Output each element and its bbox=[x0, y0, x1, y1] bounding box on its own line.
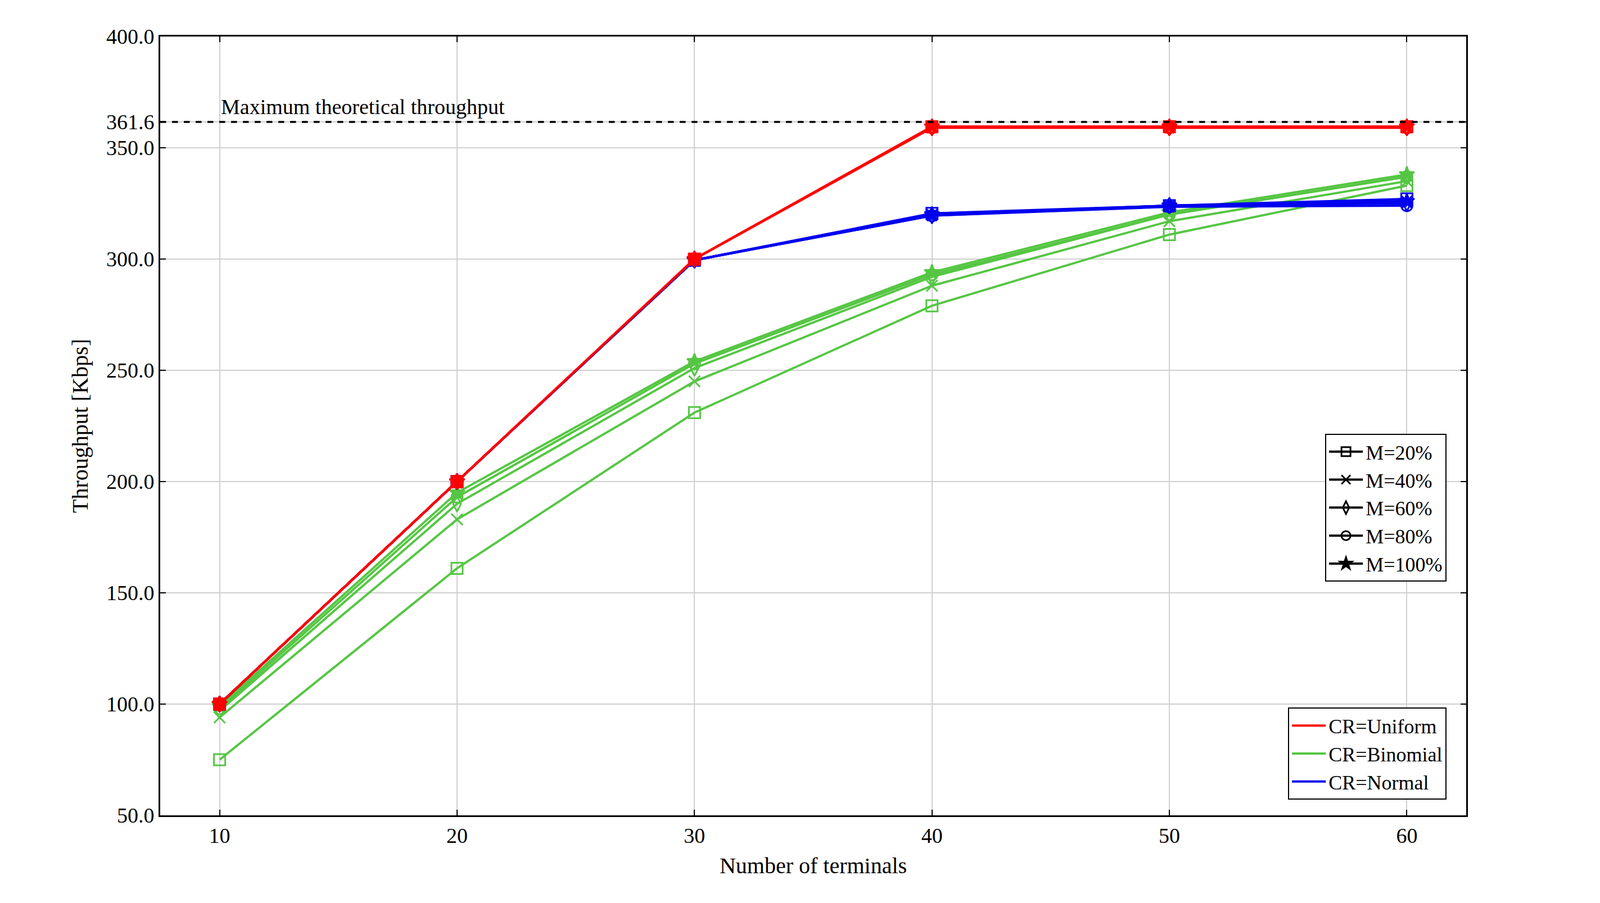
svg-text:400.0: 400.0 bbox=[106, 24, 155, 49]
svg-text:M=20%: M=20% bbox=[1365, 441, 1432, 465]
svg-text:200.0: 200.0 bbox=[106, 469, 155, 494]
svg-text:50: 50 bbox=[1158, 824, 1181, 848]
svg-text:M=100%: M=100% bbox=[1365, 553, 1443, 577]
svg-text:20: 20 bbox=[446, 824, 468, 848]
svg-text:40: 40 bbox=[921, 824, 943, 848]
svg-text:60: 60 bbox=[1395, 824, 1418, 848]
svg-text:Throughput [Kbps]: Throughput [Kbps] bbox=[67, 339, 93, 514]
svg-text:Maximum theoretical throughput: Maximum theoretical throughput bbox=[220, 95, 505, 119]
svg-text:100.0: 100.0 bbox=[106, 692, 155, 717]
svg-text:50.0: 50.0 bbox=[116, 803, 155, 828]
svg-text:250.0: 250.0 bbox=[106, 358, 155, 383]
svg-text:M=60%: M=60% bbox=[1365, 497, 1432, 521]
svg-text:M=80%: M=80% bbox=[1365, 525, 1432, 549]
svg-text:Number of terminals: Number of terminals bbox=[719, 853, 907, 879]
svg-text:10: 10 bbox=[209, 824, 231, 848]
svg-text:150.0: 150.0 bbox=[106, 581, 155, 605]
svg-text:M=40%: M=40% bbox=[1365, 469, 1432, 493]
svg-text:300.0: 300.0 bbox=[106, 247, 155, 271]
svg-text:CR=Binomial: CR=Binomial bbox=[1328, 743, 1443, 767]
svg-text:350.0: 350.0 bbox=[106, 136, 155, 160]
svg-text:361.6: 361.6 bbox=[106, 110, 155, 134]
svg-text:CR=Normal: CR=Normal bbox=[1328, 771, 1429, 795]
svg-text:30: 30 bbox=[683, 824, 705, 848]
svg-text:CR=Uniform: CR=Uniform bbox=[1328, 715, 1437, 739]
